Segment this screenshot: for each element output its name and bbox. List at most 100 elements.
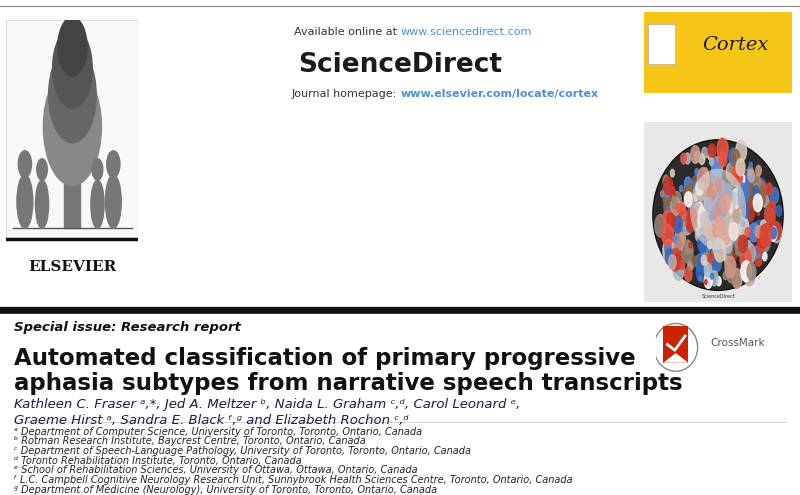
Ellipse shape: [106, 175, 122, 228]
Circle shape: [712, 237, 719, 252]
Circle shape: [745, 243, 755, 264]
Circle shape: [725, 197, 731, 210]
Text: www.elsevier.com/locate/cortex: www.elsevier.com/locate/cortex: [401, 89, 599, 99]
Circle shape: [703, 232, 709, 244]
Circle shape: [720, 209, 723, 214]
Circle shape: [744, 187, 750, 197]
Circle shape: [776, 205, 782, 216]
Circle shape: [694, 193, 698, 201]
Circle shape: [724, 255, 727, 261]
Circle shape: [717, 213, 719, 218]
Circle shape: [740, 218, 746, 229]
Circle shape: [726, 235, 734, 251]
Circle shape: [724, 225, 730, 237]
Circle shape: [755, 178, 767, 201]
Circle shape: [693, 180, 702, 199]
Circle shape: [754, 245, 761, 258]
Circle shape: [662, 224, 674, 246]
Circle shape: [730, 229, 734, 235]
Circle shape: [18, 151, 31, 178]
Circle shape: [715, 206, 723, 223]
Circle shape: [732, 269, 742, 288]
Circle shape: [710, 271, 718, 286]
Circle shape: [698, 232, 701, 240]
Circle shape: [720, 193, 730, 212]
Circle shape: [722, 205, 726, 214]
Circle shape: [713, 224, 722, 240]
Circle shape: [740, 248, 751, 270]
Circle shape: [710, 273, 714, 279]
Circle shape: [699, 206, 704, 214]
Circle shape: [702, 255, 706, 265]
Circle shape: [757, 226, 767, 248]
Circle shape: [704, 263, 712, 277]
Circle shape: [712, 213, 718, 224]
Circle shape: [726, 193, 730, 201]
Circle shape: [695, 254, 704, 271]
Circle shape: [691, 211, 697, 222]
Circle shape: [738, 224, 745, 236]
Circle shape: [700, 238, 710, 257]
Circle shape: [674, 255, 681, 270]
Circle shape: [718, 210, 722, 217]
Circle shape: [714, 206, 722, 224]
Circle shape: [718, 209, 722, 216]
Circle shape: [729, 163, 741, 186]
Circle shape: [680, 186, 683, 192]
Circle shape: [677, 204, 681, 212]
Circle shape: [709, 202, 720, 223]
Circle shape: [670, 197, 676, 209]
Circle shape: [718, 207, 723, 218]
Circle shape: [714, 205, 721, 218]
Circle shape: [741, 176, 752, 198]
Text: Journal homepage:: Journal homepage:: [291, 89, 400, 99]
Circle shape: [671, 192, 675, 201]
Circle shape: [716, 208, 722, 219]
Circle shape: [757, 241, 764, 254]
Circle shape: [685, 267, 692, 282]
Circle shape: [742, 223, 747, 232]
Circle shape: [681, 153, 686, 164]
Circle shape: [708, 208, 718, 228]
Circle shape: [718, 210, 724, 222]
Circle shape: [718, 228, 723, 238]
Circle shape: [722, 230, 734, 252]
Circle shape: [733, 221, 743, 241]
Circle shape: [722, 195, 730, 211]
Circle shape: [687, 184, 694, 197]
Circle shape: [703, 261, 707, 268]
Circle shape: [716, 216, 726, 236]
Text: www.sciencedirect.com: www.sciencedirect.com: [401, 27, 532, 37]
Circle shape: [735, 239, 744, 256]
Text: Cortex: Cortex: [702, 36, 769, 53]
Circle shape: [718, 216, 724, 226]
Circle shape: [720, 214, 728, 231]
Text: Kathleen C. Fraser ᵃ,*, Jed A. Meltzer ᵇ, Naida L. Graham ᶜ,ᵈ, Carol Leonard ᵉ,: Kathleen C. Fraser ᵃ,*, Jed A. Meltzer ᵇ…: [14, 398, 521, 411]
Circle shape: [711, 215, 718, 227]
Circle shape: [734, 253, 737, 258]
Ellipse shape: [690, 169, 746, 250]
Circle shape: [682, 212, 693, 235]
Circle shape: [754, 194, 762, 212]
Circle shape: [717, 190, 727, 211]
Circle shape: [680, 260, 685, 269]
Circle shape: [764, 206, 774, 223]
Text: ᵍ Department of Medicine (Neurology), University of Toronto, Toronto, Ontario, C: ᵍ Department of Medicine (Neurology), Un…: [14, 485, 438, 495]
Circle shape: [710, 158, 714, 165]
Circle shape: [721, 196, 731, 217]
Circle shape: [720, 202, 730, 223]
Circle shape: [738, 183, 749, 204]
Text: ScienceDirect: ScienceDirect: [298, 52, 502, 78]
Circle shape: [694, 205, 702, 220]
Circle shape: [49, 47, 96, 143]
Circle shape: [754, 186, 766, 207]
Circle shape: [748, 169, 754, 182]
Circle shape: [672, 196, 676, 203]
Circle shape: [713, 209, 722, 229]
Circle shape: [703, 218, 714, 240]
Bar: [644, 12, 792, 94]
Circle shape: [686, 210, 693, 224]
Circle shape: [673, 192, 682, 208]
Circle shape: [710, 191, 717, 204]
Circle shape: [760, 240, 767, 254]
